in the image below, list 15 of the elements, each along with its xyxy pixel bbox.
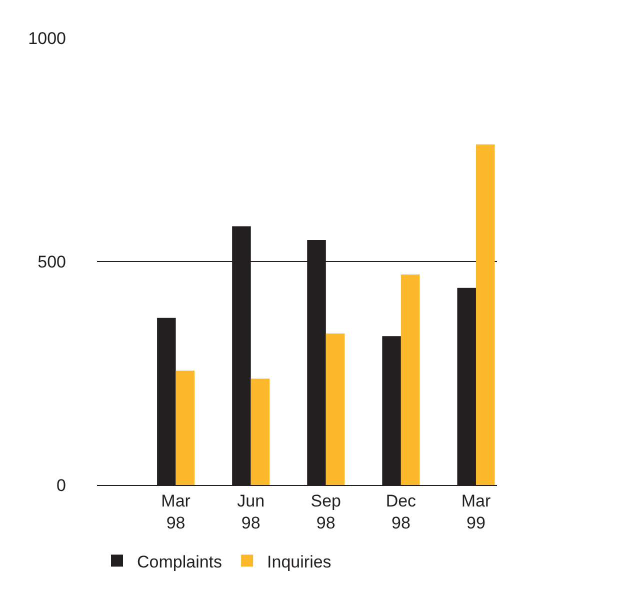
legend-label: Complaints [137, 552, 222, 572]
bar [326, 333, 345, 485]
bar [250, 378, 270, 485]
bar [400, 274, 420, 485]
legend-label: Inquiries [267, 552, 332, 572]
x-tick-label: Mar 98 [161, 491, 191, 532]
x-tick-label: Mar 99 [461, 491, 491, 532]
x-tick-label: Sep 98 [310, 491, 342, 532]
y-tick-label: 500 [38, 252, 66, 272]
bar [176, 370, 195, 485]
y-tick-label: 0 [56, 476, 66, 495]
bar [476, 144, 495, 485]
x-tick-label: Dec 98 [386, 491, 417, 532]
x-tick-label: Jun 98 [237, 491, 265, 532]
y-tick-label: 1000 [28, 28, 66, 48]
